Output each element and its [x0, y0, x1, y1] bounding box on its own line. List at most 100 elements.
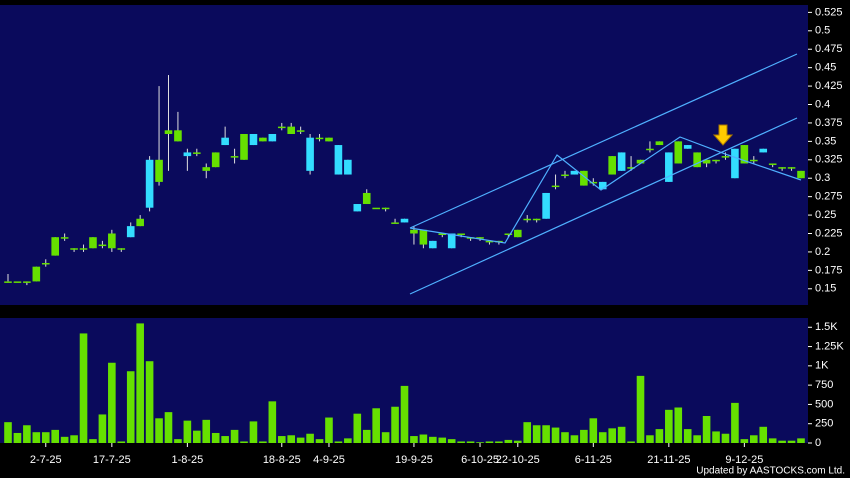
candle-body	[334, 145, 343, 175]
volume-bar	[400, 385, 409, 443]
candle-body	[532, 218, 541, 221]
candle-body	[419, 229, 428, 245]
volume-bar	[315, 439, 324, 443]
candle-body	[4, 281, 12, 283]
volume-bar	[230, 429, 239, 443]
candle-body	[325, 137, 333, 142]
candle-body	[797, 170, 805, 179]
candle-body	[438, 233, 447, 236]
volume-bar	[712, 431, 720, 443]
volume-bar	[155, 418, 163, 443]
candle-body	[740, 145, 749, 164]
candle-body	[108, 233, 116, 249]
volume-bar	[126, 371, 135, 443]
x-tick-label: 6-11-25	[575, 454, 612, 466]
y-tick-label: 0.5	[815, 25, 830, 37]
volume-bar	[79, 333, 88, 443]
candle-body	[683, 145, 692, 149]
y-tick-label: 1K	[815, 360, 829, 372]
volume-bar	[740, 439, 749, 443]
zigzag	[409, 136, 802, 244]
y-tick-label: 1.25K	[815, 340, 844, 352]
volume-bar	[636, 375, 645, 443]
volume-bar	[211, 432, 220, 443]
volume-bar	[259, 441, 267, 443]
candle-body	[259, 137, 267, 142]
candle-body	[485, 240, 494, 243]
volume-bar	[513, 440, 522, 443]
volume-bar	[296, 437, 305, 443]
volume-bar	[306, 433, 314, 443]
y-tick-label: 0.15	[815, 283, 836, 295]
volume-bar	[325, 417, 333, 443]
candle-body	[665, 152, 673, 182]
candle-body	[315, 137, 324, 140]
candle-body	[70, 248, 78, 250]
volume-bar	[759, 426, 768, 443]
volume-bar	[447, 439, 456, 443]
volume-bar	[98, 414, 107, 443]
volume-bar	[32, 432, 41, 443]
volume-bar	[693, 435, 701, 443]
candle-body	[429, 240, 437, 249]
candle-body	[768, 163, 777, 165]
volume-bar	[381, 432, 390, 443]
y-tick-label: 0.375	[815, 117, 843, 129]
volume-bar	[277, 436, 286, 443]
x-tick-label: 17-7-25	[93, 454, 131, 466]
volume-bar	[665, 409, 673, 443]
volume-bar	[438, 437, 447, 443]
candle-body	[391, 222, 399, 224]
volume-bar	[702, 415, 711, 443]
volume-bar	[627, 441, 635, 443]
candle-body	[13, 281, 22, 283]
candle-body	[287, 126, 296, 134]
candle-body	[51, 237, 60, 256]
volume-bar	[23, 425, 31, 443]
volume-bar	[41, 432, 50, 443]
x-tick-label: 9-12-25	[725, 454, 763, 466]
y-tick-label: 0.275	[815, 191, 843, 203]
candle-body	[561, 174, 569, 177]
y-tick-label: 0.3	[815, 172, 830, 184]
y-tick-label: 0.475	[815, 43, 843, 55]
candle-body	[353, 204, 362, 212]
x-tick-label: 18-8-25	[263, 454, 301, 466]
candle-body	[126, 226, 135, 238]
volume-bar	[570, 435, 579, 443]
volume-bar	[778, 440, 786, 443]
volume-bar	[768, 438, 777, 443]
volume-bar	[504, 439, 513, 443]
volume-bar	[145, 361, 154, 443]
volume-bar	[683, 429, 692, 443]
candle-body	[476, 237, 484, 239]
candle-body	[89, 237, 97, 249]
candle-body	[362, 192, 371, 205]
candle-body	[268, 133, 277, 142]
volume-bar	[51, 429, 60, 443]
x-tick-label: 19-9-25	[395, 454, 433, 466]
price-panel	[0, 5, 808, 305]
volume-bar	[419, 434, 428, 443]
volume-bar	[108, 362, 116, 443]
volume-bar	[589, 418, 598, 443]
candle-body	[513, 229, 522, 238]
candle-body	[608, 156, 616, 175]
volume-bar	[4, 422, 12, 443]
y-tick-label: 0.25	[815, 209, 836, 221]
candle-body	[447, 233, 456, 249]
volume-bar	[202, 419, 211, 443]
candle-body	[240, 133, 248, 160]
volume-bar	[523, 422, 532, 443]
y-tick-label: 0.425	[815, 80, 843, 92]
candle-body	[570, 170, 579, 175]
y-tick-label: 1.5K	[815, 321, 838, 333]
volume-bar	[598, 432, 607, 443]
volume-bar	[608, 428, 616, 443]
volume-bar	[164, 412, 173, 443]
candle-body	[117, 248, 126, 250]
candle-body	[296, 130, 305, 132]
candle-body	[155, 159, 163, 182]
volume-bar	[117, 441, 126, 443]
volume-bar	[344, 438, 352, 443]
